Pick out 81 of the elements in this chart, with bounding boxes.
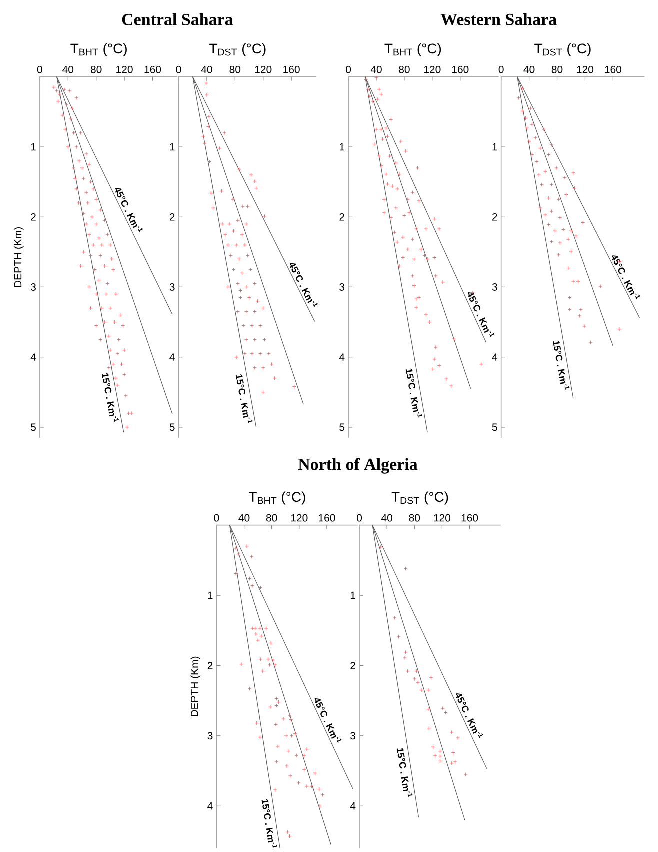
x-tick-label: 0 bbox=[214, 514, 220, 522]
x-tick-label: 160 bbox=[284, 66, 300, 74]
chart-title: Central Sahara bbox=[122, 13, 233, 26]
x-tick-label: 40 bbox=[238, 514, 250, 522]
y-tick-label: 4 bbox=[170, 354, 175, 361]
y-tick-label: 5 bbox=[170, 424, 175, 432]
x-axis-title: T$_{DST}$ (°C) bbox=[534, 43, 591, 56]
y-tick-label: 1 bbox=[350, 592, 356, 600]
x-tick-label: 40 bbox=[62, 66, 74, 74]
x-tick-label: 40 bbox=[370, 66, 382, 74]
y-tick-label: 4 bbox=[492, 354, 498, 361]
x-tick-label: 80 bbox=[399, 66, 410, 74]
annotation: 45°C . Km$^{-1}$ bbox=[456, 694, 484, 738]
x-tick-label: 160 bbox=[144, 66, 162, 74]
y-tick-label: 1 bbox=[208, 592, 213, 600]
x-axis-title: T$_{BHT}$ (°C) bbox=[384, 43, 441, 56]
chart-title: North of Algeria bbox=[298, 458, 418, 474]
chart-title: Western Sahara bbox=[440, 13, 557, 26]
annotation: 45°C . Km$^{-1}$ bbox=[115, 188, 144, 232]
x-tick-label: 0 bbox=[346, 66, 351, 74]
y-tick-label: 1 bbox=[170, 143, 175, 151]
x-tick-label: 160 bbox=[605, 66, 622, 74]
x-tick-label: 0 bbox=[176, 66, 182, 74]
x-tick-label: 80 bbox=[552, 66, 563, 74]
y-tick-label: 3 bbox=[492, 284, 498, 291]
x-tick-label: 0 bbox=[498, 66, 504, 74]
y-tick-label: 3 bbox=[208, 732, 213, 740]
annotation: 45°C . Km$^{-1}$ bbox=[612, 256, 640, 300]
x-tick-label: 80 bbox=[90, 66, 102, 74]
annotation: 45°C . Km$^{-1}$ bbox=[468, 292, 495, 338]
y-tick-label: 4 bbox=[339, 354, 345, 361]
y-axis-title: DEPTH (Km) bbox=[14, 228, 24, 288]
y-tick-label: 3 bbox=[30, 284, 36, 291]
x-tick-label: 80 bbox=[409, 514, 420, 522]
y-tick-label: 4 bbox=[30, 354, 36, 361]
annotation: 15°C . Km$^{-1}$ bbox=[406, 368, 422, 418]
annotation: 45°C . Km$^{-1}$ bbox=[314, 698, 342, 744]
x-tick-label: 40 bbox=[524, 66, 535, 74]
y-tick-label: 2 bbox=[208, 662, 213, 670]
y-tick-label: 2 bbox=[31, 213, 36, 221]
y-tick-label: 1 bbox=[31, 143, 36, 151]
annotation: 45°C . Km$^{-1}$ bbox=[290, 263, 318, 308]
x-tick-label: 120 bbox=[116, 66, 133, 74]
y-tick-label: 5 bbox=[30, 424, 36, 432]
x-tick-label: 160 bbox=[452, 66, 469, 74]
y-tick-label: 1 bbox=[340, 143, 344, 151]
y-axis-title: DEPTH (Km) bbox=[190, 656, 200, 717]
x-tick-label: 80 bbox=[266, 514, 278, 522]
y-tick-label: 5 bbox=[492, 424, 498, 432]
y-tick-label: 2 bbox=[492, 213, 498, 221]
x-tick-label: 80 bbox=[230, 66, 241, 74]
annotation: 15°C . Km$^{-1}$ bbox=[396, 748, 413, 798]
x-axis-title: T$_{BHT}$ (°C) bbox=[248, 492, 306, 505]
x-tick-label: 160 bbox=[462, 514, 478, 522]
x-tick-label: 40 bbox=[201, 66, 212, 74]
x-tick-label: 120 bbox=[577, 66, 594, 74]
x-tick-label: 160 bbox=[318, 514, 336, 522]
y-tick-label: 5 bbox=[340, 424, 345, 432]
annotation: 15°C . Km$^{-1}$ bbox=[553, 340, 570, 390]
annotation: 15°C . Km$^{-1}$ bbox=[262, 799, 278, 848]
annotation: 15°C . Km$^{-1}$ bbox=[102, 373, 119, 422]
x-tick-label: 120 bbox=[434, 514, 450, 522]
y-tick-label: 4 bbox=[208, 802, 213, 810]
x-tick-label: 0 bbox=[37, 66, 42, 74]
x-tick-label: 120 bbox=[424, 66, 441, 74]
y-tick-label: 1 bbox=[492, 143, 498, 151]
x-tick-label: 120 bbox=[255, 66, 272, 74]
x-axis-title: T$_{DST}$ (°C) bbox=[392, 492, 448, 505]
y-tick-label: 2 bbox=[170, 213, 175, 221]
x-tick-label: 0 bbox=[356, 514, 362, 522]
y-tick-label: 3 bbox=[350, 732, 356, 740]
y-tick-label: 4 bbox=[350, 802, 356, 810]
annotation: 15°C . Km$^{-1}$ bbox=[236, 374, 253, 424]
y-tick-label: 3 bbox=[340, 284, 344, 291]
x-tick-label: 120 bbox=[291, 514, 308, 522]
y-tick-label: 3 bbox=[170, 284, 175, 291]
x-axis-title: T$_{DST}$ (°C) bbox=[209, 43, 266, 56]
x-axis-title: T$_{BHT}$ (°C) bbox=[70, 43, 127, 56]
x-tick-label: 40 bbox=[381, 514, 392, 522]
y-tick-label: 2 bbox=[340, 213, 344, 221]
y-tick-label: 2 bbox=[350, 662, 356, 670]
